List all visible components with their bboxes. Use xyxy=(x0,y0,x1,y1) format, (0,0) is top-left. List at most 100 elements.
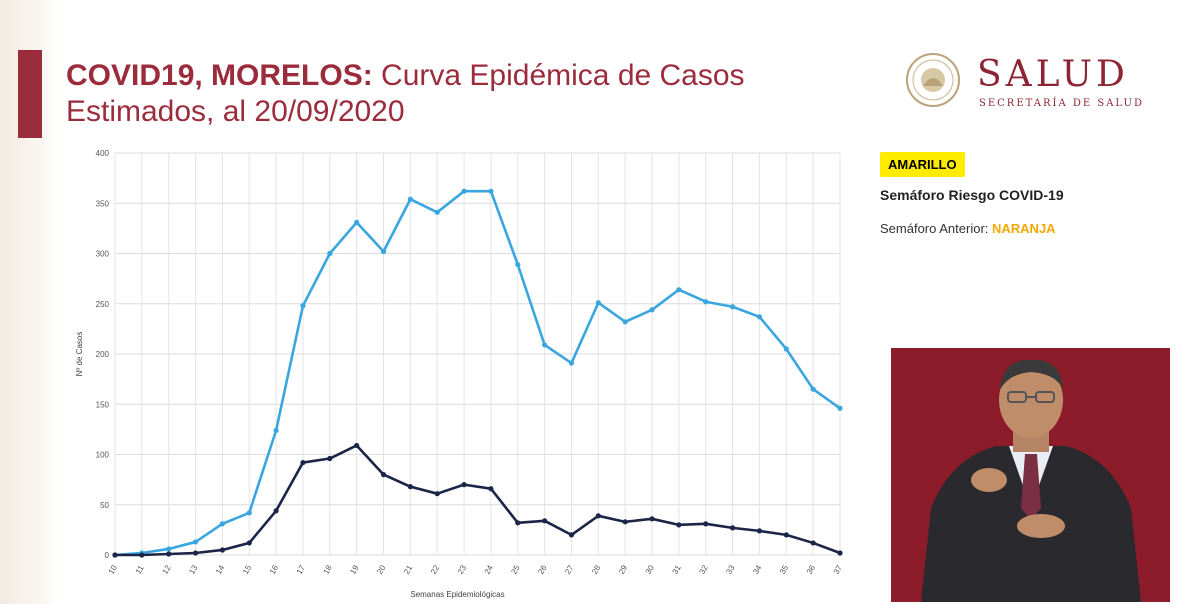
epidemic-curve-chart: 0 50 100 150 200 250 300 350 400 10 11 12 13 14 15 16 17… xyxy=(70,145,870,603)
series-2-point xyxy=(703,521,709,527)
series-1-point xyxy=(273,427,279,433)
series-2-point xyxy=(246,540,252,546)
series-1-point xyxy=(434,209,440,215)
x-tick-label: 26 xyxy=(536,563,549,576)
series-2-point xyxy=(300,459,306,466)
series-2-point xyxy=(139,552,145,558)
series-1-point xyxy=(219,521,226,527)
x-tick-label: 27 xyxy=(563,563,576,576)
x-tick-label: 17 xyxy=(295,563,308,576)
x-tick-label: 16 xyxy=(268,563,281,576)
x-tick-label: 30 xyxy=(644,563,657,576)
series-1-point xyxy=(622,319,628,325)
series-1-point xyxy=(729,304,736,310)
y-axis-label: Nº de Casos xyxy=(75,332,84,377)
x-tick-label: 35 xyxy=(778,563,791,576)
x-tick-label: 28 xyxy=(590,563,603,576)
x-tick-label: 11 xyxy=(134,563,146,575)
series-1-point xyxy=(783,346,789,352)
series-1-point xyxy=(542,342,548,348)
series-2-point xyxy=(649,516,655,522)
series-1-point xyxy=(380,248,387,255)
semaforo-previous-label: Semáforo Anterior: xyxy=(880,221,992,236)
x-tick-label: 37 xyxy=(832,563,845,576)
series-2-point xyxy=(354,442,360,449)
x-tick-label: 22 xyxy=(429,563,442,576)
series-1-point xyxy=(354,219,360,225)
series-1-point xyxy=(461,188,467,194)
x-tick-label: 34 xyxy=(751,563,764,576)
series-1-point xyxy=(703,299,709,305)
chart-svg: 0 50 100 150 200 250 300 350 400 10 11 12 13 14 15 16 17… xyxy=(75,149,845,599)
salud-logo: SALUD SECRETARÍA DE SALUD xyxy=(905,52,1145,116)
y-tick-label: 150 xyxy=(96,400,110,409)
series-2-point xyxy=(568,532,575,538)
series-2-point xyxy=(729,525,736,531)
y-tick-label: 200 xyxy=(96,350,110,359)
x-tick-label: 18 xyxy=(322,563,335,576)
coat-of-arms-icon xyxy=(906,53,960,107)
series-2-point xyxy=(837,550,843,556)
title-bold: COVID19, MORELOS: xyxy=(66,59,373,92)
x-tick-label: 14 xyxy=(214,563,227,576)
y-tick-label: 50 xyxy=(100,501,109,510)
series-2-point xyxy=(810,540,816,546)
series-line-2 xyxy=(115,444,841,557)
series-2-point xyxy=(434,491,440,497)
brand-subtitle: SECRETARÍA DE SALUD xyxy=(979,98,1144,109)
series-1-point xyxy=(595,300,601,306)
series-1-point xyxy=(515,261,521,268)
series-1-point xyxy=(810,386,816,392)
series-2-point xyxy=(273,508,279,514)
semaforo-panel: AMARILLO Semáforo Riesgo COVID-19 Semáfo… xyxy=(880,152,1180,236)
series-2-point xyxy=(192,550,199,556)
series-1-point xyxy=(488,188,494,194)
y-tick-label: 300 xyxy=(96,250,110,259)
series-1-point xyxy=(676,287,682,293)
series-2-point xyxy=(622,519,628,525)
series-2-point xyxy=(219,547,226,553)
series-1-point xyxy=(192,539,199,545)
x-tick-label: 13 xyxy=(187,563,200,576)
series-2-point xyxy=(595,513,601,519)
series-2-point xyxy=(488,486,494,492)
title-rest: Curva Epidémica de Casos Estimados, al 2… xyxy=(66,59,745,128)
semaforo-previous-value: NARANJA xyxy=(992,221,1056,236)
series-2-point xyxy=(327,455,333,462)
semaforo-label: Semáforo Riesgo COVID-19 xyxy=(880,187,1064,203)
series-1-point xyxy=(407,196,413,202)
semaforo-current-badge: AMARILLO xyxy=(880,152,965,177)
y-tick-label: 100 xyxy=(96,451,110,460)
interpreter-figure-icon xyxy=(891,348,1170,602)
series-2-point xyxy=(515,520,521,526)
x-tick-label: 19 xyxy=(348,563,361,576)
series-1-point xyxy=(568,360,575,366)
series-2-point xyxy=(461,482,467,488)
series-1-point xyxy=(166,546,172,552)
series-2-point xyxy=(676,522,682,528)
series-1-point xyxy=(837,405,843,411)
series-1-point xyxy=(649,307,655,313)
x-tick-label: 31 xyxy=(671,563,684,576)
series-2-point xyxy=(756,528,763,534)
page-title: COVID19, MORELOS: Curva Epidémica de Cas… xyxy=(66,58,866,130)
interpreter-video xyxy=(891,348,1170,602)
series-1-point xyxy=(756,314,763,320)
y-tick-label: 400 xyxy=(96,149,110,158)
x-tick-label: 33 xyxy=(724,563,737,576)
x-tick-label: 21 xyxy=(402,563,415,576)
y-tick-label: 350 xyxy=(96,199,110,208)
x-axis-label: Semanas Epidemiológicas xyxy=(410,590,504,599)
y-tick-label: 0 xyxy=(105,551,110,560)
series-2-point xyxy=(112,552,118,558)
x-tick-label: 15 xyxy=(241,563,254,576)
x-tick-label: 12 xyxy=(160,563,173,576)
brand-name: SALUD xyxy=(977,54,1129,95)
series-line-1 xyxy=(114,189,841,557)
series-2-point xyxy=(166,551,172,557)
semaforo-previous: Semáforo Anterior: NARANJA xyxy=(880,221,1180,236)
series-2-point xyxy=(407,484,413,490)
series-1-point xyxy=(300,303,306,309)
series-2-point xyxy=(783,532,789,538)
series-2-point xyxy=(380,472,387,478)
